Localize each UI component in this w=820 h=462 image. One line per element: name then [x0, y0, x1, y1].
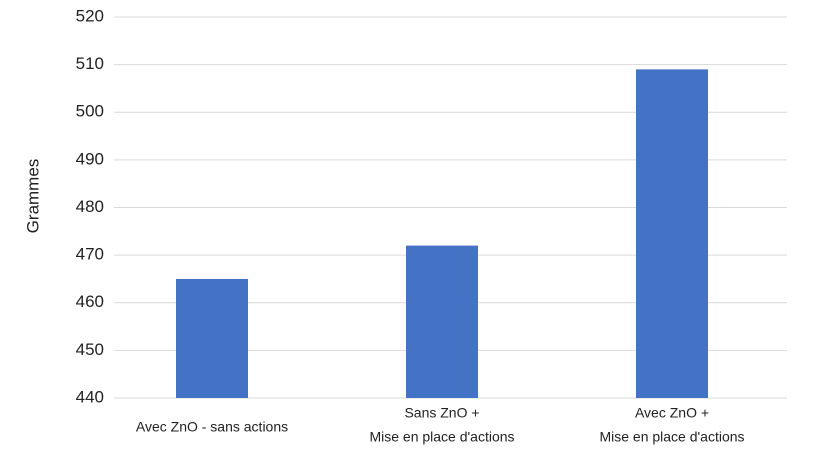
y-tick-label: 450 [76, 340, 104, 359]
y-tick-label: 510 [76, 54, 104, 73]
bar [176, 278, 248, 398]
y-tick-label: 520 [76, 6, 104, 25]
x-tick-label: Mise en place d'actions [369, 429, 514, 445]
bar [406, 245, 478, 398]
y-tick-label: 480 [76, 197, 104, 216]
y-tick-label: 440 [76, 387, 104, 406]
x-tick-label: Sans ZnO + [404, 405, 479, 421]
x-tick-label: Avec ZnO - sans actions [136, 419, 288, 435]
x-tick-label: Mise en place d'actions [599, 429, 744, 445]
y-tick-label: 490 [76, 149, 104, 168]
x-tick-label: Avec ZnO + [635, 405, 709, 421]
y-tick-label: 460 [76, 292, 104, 311]
y-axis-title: Grammes [23, 159, 42, 234]
y-tick-label: 470 [76, 245, 104, 264]
y-tick-label: 500 [76, 102, 104, 121]
bar [636, 69, 708, 398]
